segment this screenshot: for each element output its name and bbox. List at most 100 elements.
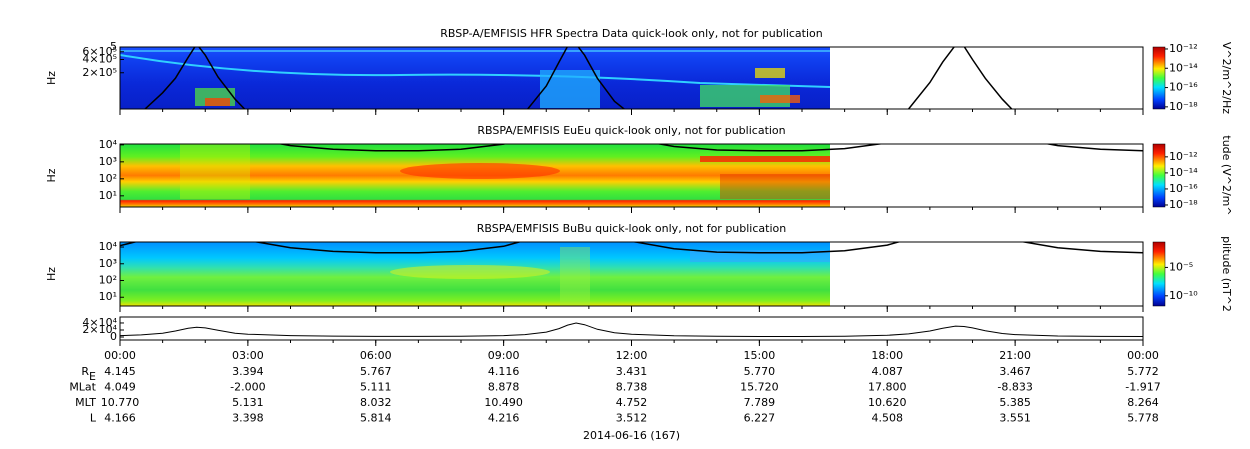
panel: RBSPA/EMFISIS BuBu quick-look only, not …	[45, 222, 1233, 312]
ephemeris-value: 10.490	[484, 396, 523, 409]
y-tick-label: 10¹	[99, 189, 117, 202]
emission-patch	[390, 265, 550, 279]
ephemeris-value: 8.032	[360, 396, 392, 409]
panel: RBSPA/EMFISIS EuEu quick-look only, not …	[45, 124, 1233, 216]
ephemeris-value: 7.789	[744, 396, 776, 409]
x-tick-label: 21:00	[999, 349, 1031, 362]
y-tick-label: 2×10⁵	[82, 66, 117, 79]
ephemeris-value: 4.087	[872, 365, 904, 378]
y-tick-label: 4×10⁵	[82, 53, 117, 66]
y-tick-label: 10²	[99, 274, 117, 287]
colorbar-tick-label: 10⁻¹⁸	[1169, 100, 1198, 113]
ephemeris-value: 4.166	[104, 412, 136, 425]
ephemeris-value: 3.431	[616, 365, 648, 378]
colorbar-tick-label: 10⁻¹²	[1169, 42, 1198, 55]
ephemeris-value: 6.227	[744, 412, 776, 425]
line	[143, 47, 1013, 109]
ephemeris-value: -2.000	[230, 381, 265, 394]
ephemeris-value: 10.770	[101, 396, 140, 409]
emission-patch	[205, 98, 230, 106]
panel-title: RBSP-A/EMFISIS HFR Spectra Data quick-lo…	[440, 27, 823, 40]
colorbar-tick-label: 10⁻¹⁶	[1169, 182, 1198, 195]
emission-patch	[560, 247, 590, 306]
x-tick-label: 12:00	[616, 349, 648, 362]
y-axis-label: Hz	[45, 267, 58, 281]
colorbar-tick-label: 10⁻¹⁴	[1169, 166, 1198, 179]
ephemeris-label: MLat	[69, 381, 96, 394]
ephemeris-value: 10.620	[868, 396, 907, 409]
emission-patch	[180, 144, 250, 199]
ephemeris-value: 5.814	[360, 412, 392, 425]
ephemeris-value: -1.917	[1125, 381, 1160, 394]
emission-patch	[760, 95, 800, 103]
ephemeris-value: 8.738	[616, 381, 648, 394]
ephemeris-value: 5.778	[1127, 412, 1159, 425]
ephemeris-value: 3.551	[999, 412, 1031, 425]
ephemeris-label-subscript: E	[89, 370, 96, 383]
frame	[119, 316, 1144, 341]
emission-patch	[540, 70, 600, 108]
ephemeris-value: 8.878	[488, 381, 520, 394]
x-tick-label: 03:00	[232, 349, 264, 362]
ephemeris-value: 4.216	[488, 412, 520, 425]
ephemeris-value: 4.752	[616, 396, 648, 409]
ephemeris-label: L	[90, 412, 97, 425]
colorbar	[1152, 241, 1166, 307]
y-tick-label: 5	[110, 40, 117, 53]
ephemeris-value: 5.131	[232, 396, 264, 409]
ephemeris-label: R	[81, 365, 89, 378]
ephemeris-label: MLT	[75, 396, 96, 409]
ephemeris-value: 5.772	[1127, 365, 1159, 378]
colorbar	[1152, 143, 1166, 208]
colorbar-label: tude (V^2/m^	[1220, 135, 1233, 215]
panel: RBSP-A/EMFISIS HFR Spectra Data quick-lo…	[45, 27, 1233, 115]
colorbar	[1152, 46, 1166, 110]
ephemeris-value: -8.833	[997, 381, 1032, 394]
colorbar-tick-label: 10⁻¹⁰	[1169, 289, 1198, 302]
ephemeris-value: 4.145	[104, 365, 136, 378]
y-tick-label: 0	[110, 330, 117, 343]
ephemeris-value: 3.512	[616, 412, 648, 425]
ephemeris-value: 5.770	[744, 365, 776, 378]
line	[120, 322, 1143, 337]
y-axis-label: Hz	[45, 71, 58, 85]
y-tick-label: 10¹	[99, 290, 117, 303]
plot-area	[120, 242, 1143, 306]
ephemeris-value: 8.264	[1127, 396, 1159, 409]
y-tick-label: 4×10⁴	[82, 316, 117, 329]
colorbar-tick-label: 10⁻¹⁶	[1169, 81, 1198, 94]
ephemeris-value: 4.508	[872, 412, 904, 425]
y-tick-label: 6×10⁵	[82, 45, 117, 58]
panel-title: RBSPA/EMFISIS EuEu quick-look only, not …	[477, 124, 785, 137]
ephemeris-value: 3.394	[232, 365, 264, 378]
emission-patch	[400, 163, 560, 179]
ephemeris-value: 3.398	[232, 412, 264, 425]
x-tick-label: 15:00	[744, 349, 776, 362]
panel-title: RBSPA/EMFISIS BuBu quick-look only, not …	[477, 222, 787, 235]
colorbar-tick-label: 10⁻¹⁴	[1169, 61, 1198, 74]
x-tick-label: 06:00	[360, 349, 392, 362]
ephemeris-value: 4.049	[104, 381, 136, 394]
ephemeris-value: 5.385	[999, 396, 1031, 409]
y-tick-label: 10³	[99, 257, 117, 270]
x-tick-label: 09:00	[488, 349, 520, 362]
y-tick-label: 10⁴	[99, 138, 118, 151]
colorbar-tick-label: 10⁻⁵	[1169, 260, 1193, 273]
ephemeris-value: 15.720	[740, 381, 779, 394]
ephemeris-value: 5.111	[360, 381, 392, 394]
emission-patch	[720, 174, 830, 199]
ephemeris-value: 3.467	[999, 365, 1031, 378]
y-tick-label: 10⁴	[99, 240, 118, 253]
plot-area	[120, 47, 1013, 109]
y-axis-label: Hz	[45, 168, 58, 182]
colorbar-tick-label: 10⁻¹⁸	[1169, 198, 1198, 211]
x-tick-label: 00:00	[1127, 349, 1159, 362]
colorbar-tick-label: 10⁻¹²	[1169, 150, 1198, 163]
x-tick-label: 00:00	[104, 349, 136, 362]
y-tick-label: 10²	[99, 172, 117, 185]
ephemeris-value: 4.116	[488, 365, 520, 378]
y-tick-label: 2×10⁴	[82, 323, 117, 336]
x-axis-label: 2014-06-16 (167)	[583, 429, 680, 442]
